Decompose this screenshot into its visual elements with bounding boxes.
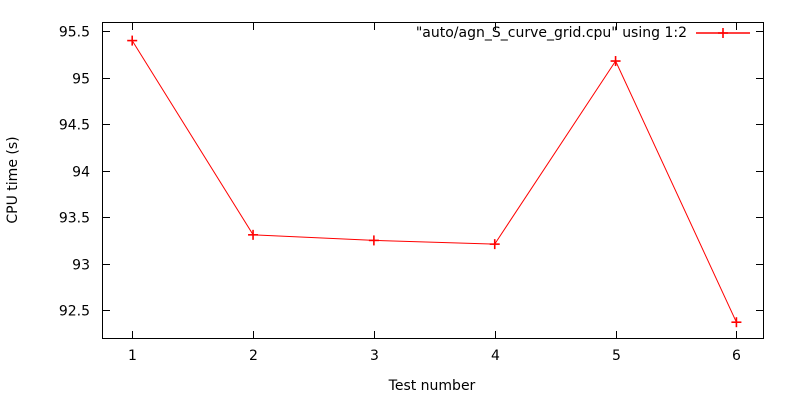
legend-line-sample: [696, 28, 750, 38]
data-point-marker: [489, 239, 500, 250]
x-tick-label: 6: [732, 348, 741, 364]
y-tick-label: 94: [72, 165, 90, 181]
y-tick-label: 93.5: [59, 211, 90, 227]
series-line: [131, 40, 737, 323]
x-tick-label: 2: [249, 348, 258, 364]
data-point-marker: [731, 317, 742, 328]
y-axis-label: CPU time (s): [5, 136, 21, 223]
x-tick-label: 4: [491, 348, 500, 364]
data-point-marker: [248, 229, 259, 240]
data-point-marker: [610, 56, 621, 67]
legend-label: "auto/agn_S_curve_grid.cpu" using 1:2: [416, 25, 687, 41]
x-tick-label: 3: [370, 348, 379, 364]
plot-border: [102, 22, 764, 339]
y-tick-label: 94.5: [59, 118, 90, 134]
data-point-marker: [368, 235, 379, 246]
y-tick-label: 93: [72, 258, 90, 274]
y-tick-label: 92.5: [59, 304, 90, 320]
x-tick-label: 5: [612, 348, 621, 364]
y-tick-label: 95.5: [59, 25, 90, 41]
x-tick-label: 1: [128, 348, 137, 364]
data-point-marker: [127, 35, 138, 46]
x-axis-label: Test number: [388, 378, 476, 394]
y-tick-label: 95: [72, 72, 90, 88]
plot-area: 1 2 3 4 5 6 92.5 93 93.5 94 94.5 95 95.5: [59, 22, 764, 364]
